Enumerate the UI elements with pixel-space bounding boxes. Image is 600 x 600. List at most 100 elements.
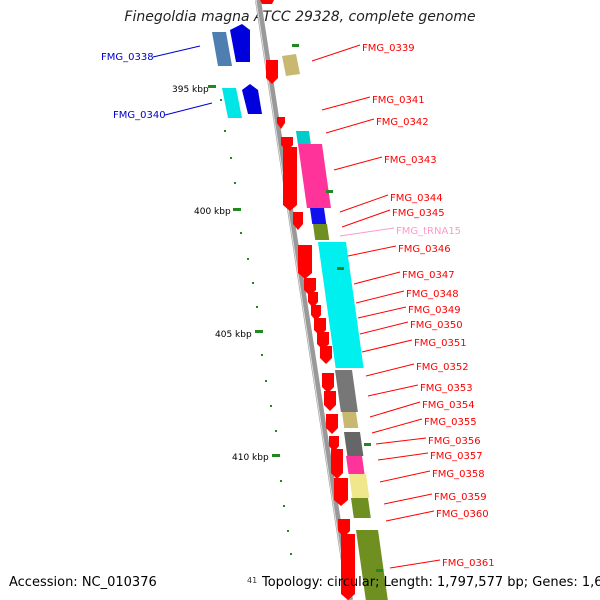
cds-gene-block[interactable]	[283, 147, 297, 211]
gene-label[interactable]: FMG_0361	[442, 558, 495, 569]
gene-label[interactable]: FMG_0345	[392, 208, 445, 219]
accession-text: Accession: NC_010376	[9, 575, 157, 590]
gene-label[interactable]: FMG_0347	[402, 270, 455, 281]
gene-label[interactable]: FMG_0359	[434, 492, 487, 503]
cog-block[interactable]	[346, 456, 365, 474]
gene-label[interactable]: FMG_0355	[424, 417, 477, 428]
leader-line	[385, 510, 435, 522]
scale-label: 395 kbp	[172, 85, 209, 95]
summary-text: Topology: circular; Length: 1,797,577 bp…	[262, 575, 600, 590]
cog-block[interactable]	[282, 54, 300, 76]
cds-gene-block[interactable]	[326, 414, 338, 434]
scale-tick	[364, 443, 371, 446]
cds-gene-block[interactable]	[341, 534, 355, 600]
scale-label: 410 kbp	[232, 453, 269, 463]
leader-line	[359, 321, 409, 335]
cds-gene-block[interactable]	[304, 278, 316, 296]
gene-fmg-0340-part-a[interactable]	[222, 88, 242, 118]
cds-gene-block[interactable]	[298, 245, 312, 279]
leader-line	[325, 118, 375, 134]
leader-line	[339, 194, 389, 213]
leader-line	[353, 271, 401, 285]
gene-label[interactable]: FMG_0354	[422, 400, 475, 411]
leader-line	[365, 363, 415, 377]
leader-line	[339, 227, 395, 237]
gene-label[interactable]: FMG_0351	[414, 338, 467, 349]
scale-tick	[376, 569, 383, 572]
leader-line	[357, 306, 407, 319]
gene-label[interactable]: FMG_0357	[430, 451, 483, 462]
gene-label[interactable]: FMG_0346	[398, 244, 451, 255]
leader-line	[383, 493, 433, 505]
cds-track	[260, 0, 355, 600]
gene-label[interactable]: FMG_0350	[410, 320, 463, 331]
map-title: Finegoldia magna ATCC 29328, complete ge…	[124, 9, 476, 25]
gene-label[interactable]: FMG_0348	[406, 289, 459, 300]
right-labels: FMG_0339 FMG_0341 FMG_0342 FMG_0343 FMG_0344…	[292, 43, 495, 572]
cog-block[interactable]	[298, 144, 331, 208]
gene-label[interactable]: FMG_0341	[372, 95, 425, 106]
cds-gene-block[interactable]	[277, 117, 285, 129]
cog-block[interactable]	[351, 498, 371, 518]
gene-label[interactable]: FMG_0344	[390, 193, 443, 204]
scale-tick	[337, 267, 344, 270]
gene-fmg-0338-part-b[interactable]	[230, 24, 250, 62]
cog-block[interactable]	[335, 370, 358, 412]
cog-block[interactable]	[349, 474, 370, 498]
gene-label-fmg-0338[interactable]: FMG_0338	[101, 52, 154, 63]
cds-gene-block[interactable]	[308, 292, 318, 308]
cog-block[interactable]	[342, 412, 359, 428]
cog-block[interactable]	[344, 432, 364, 456]
leader-line	[371, 418, 423, 434]
gene-label[interactable]: FMG_0360	[436, 509, 489, 520]
footer-tick: 41	[247, 576, 258, 585]
left-genes	[212, 24, 262, 118]
gene-label[interactable]: FMG_0358	[432, 469, 485, 480]
leader-line	[377, 452, 429, 461]
cds-gene-block[interactable]	[331, 449, 343, 479]
cds-gene-block[interactable]	[317, 332, 329, 350]
cds-gene-block[interactable]	[260, 0, 274, 4]
cds-gene-block[interactable]	[322, 373, 334, 393]
cds-gene-block[interactable]	[293, 212, 303, 230]
gene-label-fmg-0340[interactable]: FMG_0340	[113, 110, 166, 121]
gene-label[interactable]: FMG_tRNA15	[396, 226, 461, 237]
cds-gene-block[interactable]	[329, 436, 339, 452]
scale-ticks	[208, 85, 292, 555]
leader-line	[375, 437, 427, 445]
gene-label[interactable]: FMG_0349	[408, 305, 461, 316]
gene-label[interactable]: FMG_0352	[416, 362, 469, 373]
scale-tick	[292, 44, 299, 47]
cog-block[interactable]	[296, 131, 311, 144]
scale-tick	[326, 190, 333, 193]
cog-block[interactable]	[313, 224, 330, 240]
leader-line	[333, 156, 383, 171]
cds-gene-block[interactable]	[314, 318, 326, 336]
gene-fmg-0340-part-b[interactable]	[242, 84, 262, 114]
cds-gene-block[interactable]	[324, 391, 336, 411]
cds-gene-block[interactable]	[311, 305, 321, 321]
cds-gene-block[interactable]	[266, 60, 278, 84]
leader-line	[361, 339, 413, 353]
leader-line	[311, 44, 361, 62]
backbone-inner	[255, 0, 349, 600]
leader-line	[367, 384, 419, 397]
leader-line	[321, 96, 371, 111]
cog-block[interactable]	[356, 530, 388, 600]
gene-label[interactable]: FMG_0356	[428, 436, 481, 447]
leader-line	[341, 209, 391, 228]
gene-fmg-0338-part-a[interactable]	[212, 32, 232, 66]
cds-gene-block[interactable]	[334, 478, 348, 506]
gene-label[interactable]: FMG_0342	[376, 117, 429, 128]
gene-label[interactable]: FMG_0339	[362, 43, 415, 54]
leader-line	[355, 290, 405, 304]
gene-label[interactable]: FMG_0353	[420, 383, 473, 394]
cds-gene-block[interactable]	[320, 346, 332, 364]
scale-label: 400 kbp	[194, 207, 231, 217]
leader-line	[347, 245, 397, 257]
cog-block[interactable]	[318, 242, 364, 368]
cds-gene-block[interactable]	[338, 519, 350, 537]
gene-label[interactable]: FMG_0343	[384, 155, 437, 166]
cog-block[interactable]	[310, 208, 327, 224]
